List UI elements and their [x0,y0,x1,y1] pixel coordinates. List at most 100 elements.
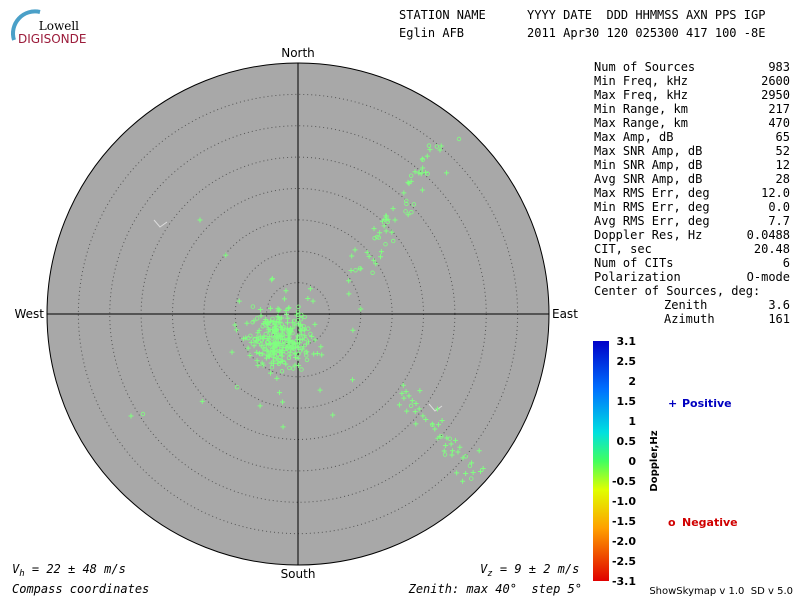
stat-label: Min SNR Amp, dB [594,158,702,172]
source-point [330,412,336,418]
source-point [140,411,146,417]
source-point [434,406,440,412]
source-point [454,470,460,476]
source-point [405,212,411,218]
source-point [253,339,259,345]
source-point [409,210,414,215]
source-point [276,316,282,322]
compass-west: West [14,307,44,321]
center-label: Zenith [664,298,707,312]
colorbar-tick-label: 0.5 [617,435,637,448]
stat-value: 2950 [761,88,790,102]
source-point [278,332,284,338]
source-point [371,226,377,232]
source-point [297,337,303,343]
marker [428,403,443,412]
source-point [258,341,264,347]
source-point [268,321,274,327]
colorbar-tick-label: 2.5 [617,355,637,368]
source-point [255,316,260,321]
source-point [285,320,291,326]
compass-south: South [281,567,316,581]
source-point [358,266,364,272]
stat-value: O-mode [747,270,790,284]
source-point [299,367,304,372]
colorbar-label: Doppler,Hz [649,430,660,491]
stat-label: Max SNR Amp, dB [594,144,702,158]
logo-bottom: DIGISONDE [18,32,86,46]
stat-value: 0.0488 [747,228,790,242]
source-point [349,377,355,383]
colorbar-tick-label: 2 [628,375,636,388]
source-point [420,157,425,162]
source-point [263,342,269,348]
source-point [419,187,425,193]
source-point [241,336,247,342]
source-point [295,355,301,361]
source-point [266,354,272,360]
source-point [279,399,285,405]
source-point [274,375,280,381]
header-station: Eglin AFB [399,26,464,40]
source-point [266,336,272,342]
source-point [275,360,281,366]
stat-label: Min Freq, kHz [594,74,688,88]
source-point [352,247,358,253]
stat-label: Avg SNR Amp, dB [594,172,702,186]
source-point [281,325,287,330]
source-point [263,355,269,361]
source-point [456,136,462,142]
source-point [263,316,269,322]
source-points [128,136,486,484]
source-point [270,350,275,356]
source-point [292,362,298,368]
source-point [470,469,476,475]
source-point [245,345,251,351]
stat-value: 65 [776,130,790,144]
source-point [199,398,205,404]
source-point [306,326,311,331]
source-point [467,463,473,469]
source-point [476,448,482,454]
source-point [385,216,391,222]
source-point [383,213,389,219]
source-point [404,201,409,207]
source-point [278,358,284,364]
source-point [319,352,325,358]
source-point [439,434,444,439]
source-point [416,406,422,412]
vz-velocity: Vz = 9 ± 2 m/s [480,562,579,579]
legend-negative: Negative [682,516,738,529]
source-point [286,337,292,343]
source-point [248,339,254,345]
source-point [251,318,257,324]
stat-label: Doppler Res, Hz [594,228,702,242]
source-point [310,298,316,304]
source-point [254,358,260,364]
source-point [442,452,448,457]
source-point [307,286,313,292]
source-point [285,306,291,312]
source-point [260,324,265,329]
source-point [286,305,292,311]
source-point [274,326,280,332]
source-point [381,223,387,229]
source-point [290,339,296,345]
source-point [281,296,287,302]
stat-value: 217 [768,102,790,116]
source-point [257,306,263,312]
source-point [268,360,274,366]
source-point [257,333,263,339]
source-point [435,422,441,428]
center-value: 3.6 [768,298,790,312]
source-point [349,253,355,259]
source-point [401,190,407,196]
compass-east: East [552,307,578,321]
vh-subscript: h [19,569,24,579]
vh-symbol: V [12,562,20,576]
legend-negative-symbol: o [668,516,676,529]
source-point [418,169,424,174]
source-point [427,147,433,153]
source-point [267,305,273,311]
coordinates-note: Compass coordinates [12,582,149,596]
